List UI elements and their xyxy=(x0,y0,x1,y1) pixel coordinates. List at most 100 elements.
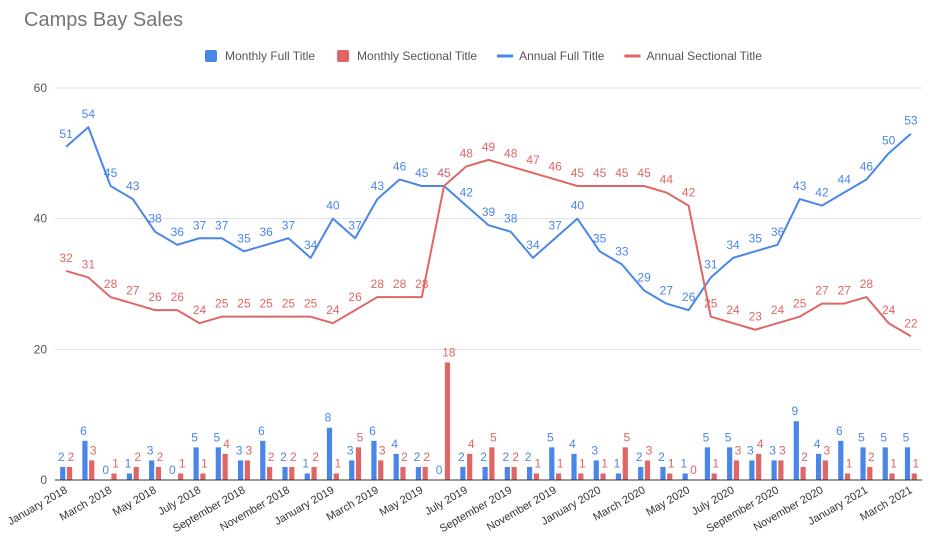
bar xyxy=(60,466,66,480)
bar xyxy=(622,447,628,480)
series-line xyxy=(65,158,912,338)
bar xyxy=(393,453,399,480)
line-data-label: 29 xyxy=(637,271,651,285)
bar-data-label: 5 xyxy=(213,430,220,444)
line-data-label: 47 xyxy=(526,153,540,167)
line-data-label: 42 xyxy=(682,186,696,200)
bar-data-label: 2 xyxy=(458,450,465,464)
bar-data-label: 2 xyxy=(68,450,75,464)
y-tick-label: 60 xyxy=(34,81,48,95)
line-series xyxy=(65,126,912,338)
bar-data-label: 5 xyxy=(880,430,887,444)
line-data-label: 51 xyxy=(59,127,73,141)
bar-data-label: 1 xyxy=(712,456,719,470)
bar xyxy=(600,473,606,480)
x-tick-label: May 2019 xyxy=(377,484,425,519)
line-data-label: 34 xyxy=(726,238,740,252)
line-data-label: 35 xyxy=(749,231,763,245)
bar xyxy=(793,421,799,480)
bar-data-label: 4 xyxy=(814,437,821,451)
bar xyxy=(149,460,155,480)
line-data-label: 23 xyxy=(749,310,763,324)
line-data-label: 45 xyxy=(637,166,651,180)
line-data-label: 24 xyxy=(882,303,896,317)
bar-data-label: 1 xyxy=(179,456,186,470)
bar-data-label: 4 xyxy=(757,437,764,451)
bar xyxy=(355,447,362,480)
bar-data-label: 3 xyxy=(591,443,598,457)
bar-data-label: 2 xyxy=(401,450,408,464)
bar xyxy=(260,440,266,480)
line-data-label: 27 xyxy=(126,284,140,298)
bar-data-label: 1 xyxy=(302,456,309,470)
bar xyxy=(593,460,599,480)
bar-data-label: 2 xyxy=(414,450,421,464)
legend-swatch xyxy=(205,50,217,62)
line-data-label: 45 xyxy=(437,166,451,180)
bar xyxy=(467,453,473,480)
bar-data-label: 2 xyxy=(268,450,275,464)
bar-data-label: 3 xyxy=(379,443,386,457)
line-data-label: 53 xyxy=(904,114,918,128)
bar xyxy=(889,473,895,480)
legend-label: Annual Sectional Title xyxy=(646,49,762,63)
series-line xyxy=(65,126,912,312)
bar xyxy=(482,466,488,480)
bar-data-label: 1 xyxy=(535,456,542,470)
bar xyxy=(311,466,317,480)
bar-data-label: 2 xyxy=(502,450,509,464)
bar-data-label: 18 xyxy=(442,345,456,359)
bar-data-label: 5 xyxy=(703,430,710,444)
line-data-label: 24 xyxy=(326,303,340,317)
bar xyxy=(615,473,622,480)
bar-data-label: 1 xyxy=(668,456,675,470)
line-data-label: 27 xyxy=(838,284,852,298)
bar-data-label: 4 xyxy=(468,437,475,451)
bar-data-label: 2 xyxy=(636,450,643,464)
line-data-label: 42 xyxy=(815,186,829,200)
bar-data-label: 1 xyxy=(890,456,897,470)
line-data-label: 25 xyxy=(282,297,296,311)
line-data-label: 26 xyxy=(348,290,362,304)
line-data-label: 46 xyxy=(393,159,407,173)
line-data-label: 25 xyxy=(215,297,229,311)
line-data-label: 40 xyxy=(571,199,585,213)
line-data-label: 36 xyxy=(771,225,785,239)
line-data-label: 35 xyxy=(237,231,251,245)
line-data-label: 49 xyxy=(482,140,496,154)
bar xyxy=(727,447,733,480)
x-tick-label: May 2020 xyxy=(644,484,692,519)
bar-data-label: 2 xyxy=(868,450,875,464)
legend-label: Monthly Sectional Title xyxy=(357,49,477,63)
bar xyxy=(571,453,577,480)
bar-data-label: 3 xyxy=(646,443,653,457)
bar xyxy=(733,460,740,480)
bar xyxy=(549,447,555,480)
bar-data-label: 6 xyxy=(258,424,265,438)
bar xyxy=(815,453,822,480)
bar xyxy=(178,473,184,480)
bar-data-label: 1 xyxy=(112,456,119,470)
bar xyxy=(326,427,333,480)
bar-data-label: 5 xyxy=(547,430,554,444)
bar xyxy=(511,466,517,480)
bar xyxy=(289,466,295,480)
bar xyxy=(111,473,117,480)
bar-data-label: 0 xyxy=(169,463,176,477)
bar xyxy=(66,466,73,480)
line-data-label: 36 xyxy=(171,225,185,239)
line-data-label: 45 xyxy=(104,166,118,180)
bar xyxy=(638,466,644,480)
line-data-label: 44 xyxy=(660,173,674,187)
bar xyxy=(126,473,133,480)
line-data-label: 40 xyxy=(326,199,340,213)
line-data-label: 37 xyxy=(193,218,207,232)
bar xyxy=(704,447,711,480)
bar-data-label: 4 xyxy=(569,437,576,451)
bar-data-label: 5 xyxy=(725,430,732,444)
line-data-label: 25 xyxy=(704,297,718,311)
bar-data-label: 1 xyxy=(579,456,586,470)
bar-data-label: 2 xyxy=(658,450,665,464)
chart-title: Camps Bay Sales xyxy=(24,9,183,31)
line-data-label: 24 xyxy=(771,303,785,317)
